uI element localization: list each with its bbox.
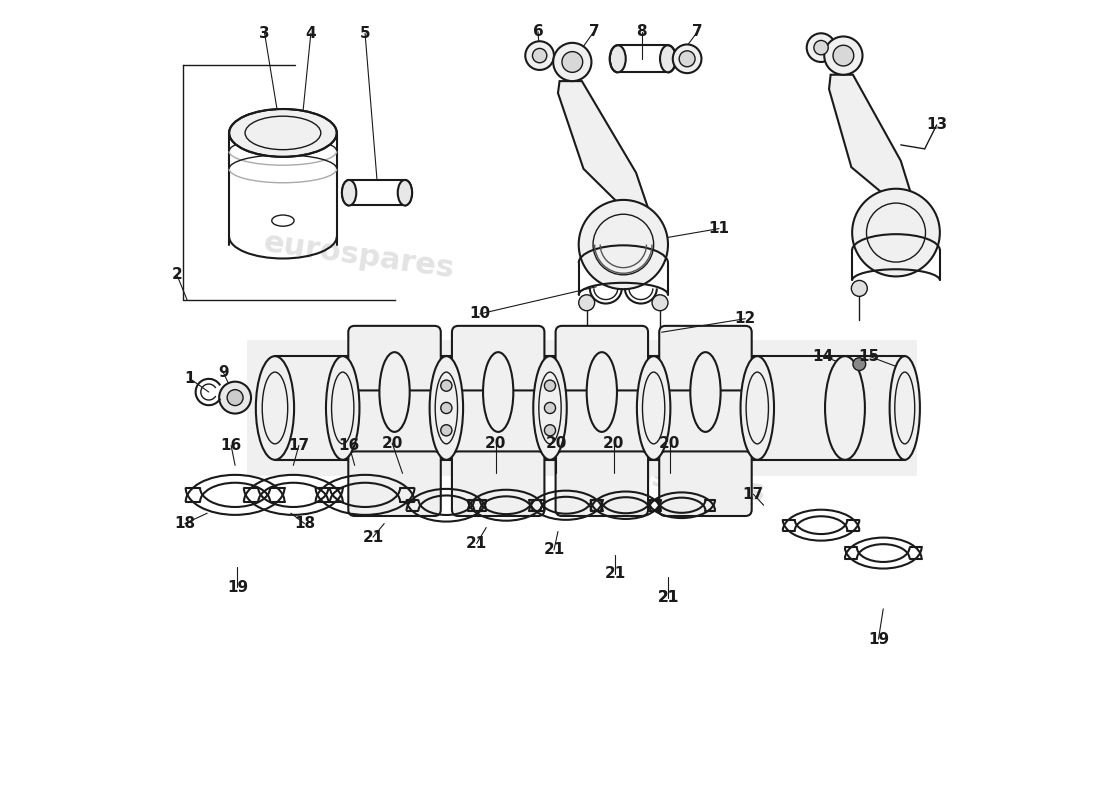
Ellipse shape <box>229 109 337 157</box>
Circle shape <box>579 294 595 310</box>
Circle shape <box>544 425 556 436</box>
Circle shape <box>852 189 939 277</box>
Text: 11: 11 <box>708 221 729 236</box>
Text: 21: 21 <box>605 566 626 582</box>
Text: 20: 20 <box>603 435 625 450</box>
Ellipse shape <box>379 352 409 432</box>
Text: 3: 3 <box>260 26 270 41</box>
Circle shape <box>544 380 556 391</box>
Ellipse shape <box>256 356 294 460</box>
Ellipse shape <box>890 356 920 460</box>
Text: 21: 21 <box>362 530 384 545</box>
Circle shape <box>806 34 835 62</box>
Ellipse shape <box>660 46 676 72</box>
Polygon shape <box>829 74 915 211</box>
Text: 19: 19 <box>227 580 249 595</box>
Circle shape <box>526 42 554 70</box>
Polygon shape <box>558 81 653 229</box>
Text: 21: 21 <box>658 590 679 606</box>
Text: 18: 18 <box>174 516 196 531</box>
Circle shape <box>441 402 452 414</box>
Ellipse shape <box>586 352 617 432</box>
Circle shape <box>441 380 452 391</box>
Text: 6: 6 <box>532 24 543 39</box>
Ellipse shape <box>740 356 774 460</box>
Circle shape <box>679 51 695 66</box>
Text: 21: 21 <box>466 536 487 551</box>
Text: 8: 8 <box>637 24 647 39</box>
Circle shape <box>562 52 583 72</box>
Circle shape <box>227 390 243 406</box>
Circle shape <box>824 37 862 74</box>
Text: 2: 2 <box>172 267 183 282</box>
Circle shape <box>219 382 251 414</box>
Ellipse shape <box>398 180 412 206</box>
Circle shape <box>673 45 702 73</box>
Text: 17: 17 <box>288 438 309 453</box>
FancyBboxPatch shape <box>659 326 751 390</box>
Circle shape <box>833 46 854 66</box>
Text: 14: 14 <box>812 349 833 364</box>
Circle shape <box>544 402 556 414</box>
FancyBboxPatch shape <box>556 451 648 516</box>
Ellipse shape <box>691 352 720 432</box>
Text: 20: 20 <box>382 435 403 450</box>
Circle shape <box>852 358 866 370</box>
Circle shape <box>652 294 668 310</box>
Text: 7: 7 <box>692 24 703 39</box>
Ellipse shape <box>326 356 360 460</box>
FancyBboxPatch shape <box>556 326 648 390</box>
Text: 16: 16 <box>220 438 242 453</box>
Ellipse shape <box>609 46 626 72</box>
Text: 13: 13 <box>926 118 947 133</box>
Ellipse shape <box>430 356 463 460</box>
Text: 12: 12 <box>735 311 756 326</box>
Circle shape <box>553 43 592 81</box>
Text: eurospares: eurospares <box>262 229 456 284</box>
Text: 21: 21 <box>658 590 679 606</box>
Text: 17: 17 <box>742 486 763 502</box>
Text: 20: 20 <box>485 435 506 450</box>
Ellipse shape <box>534 356 566 460</box>
Text: 20: 20 <box>659 435 680 450</box>
Text: 19: 19 <box>868 632 889 646</box>
Text: eurospares: eurospares <box>572 452 767 507</box>
Text: 10: 10 <box>470 306 491 322</box>
FancyBboxPatch shape <box>349 451 441 516</box>
Circle shape <box>851 281 867 296</box>
Circle shape <box>579 200 668 289</box>
Circle shape <box>532 49 547 62</box>
FancyBboxPatch shape <box>659 451 751 516</box>
FancyBboxPatch shape <box>452 451 544 516</box>
Circle shape <box>814 41 828 55</box>
Text: 21: 21 <box>543 542 564 558</box>
Ellipse shape <box>825 356 865 460</box>
Text: 7: 7 <box>588 24 600 39</box>
Text: 16: 16 <box>339 438 360 453</box>
Ellipse shape <box>342 180 356 206</box>
Text: 18: 18 <box>294 516 315 531</box>
Text: 4: 4 <box>306 26 316 41</box>
Text: 5: 5 <box>360 26 371 41</box>
Text: 15: 15 <box>858 349 880 364</box>
Text: 20: 20 <box>546 435 568 450</box>
Ellipse shape <box>483 352 514 432</box>
Ellipse shape <box>637 356 670 460</box>
Text: 9: 9 <box>218 365 229 379</box>
FancyBboxPatch shape <box>452 326 544 390</box>
FancyBboxPatch shape <box>248 340 916 476</box>
Text: 1: 1 <box>185 371 195 386</box>
Circle shape <box>441 425 452 436</box>
FancyBboxPatch shape <box>349 326 441 390</box>
